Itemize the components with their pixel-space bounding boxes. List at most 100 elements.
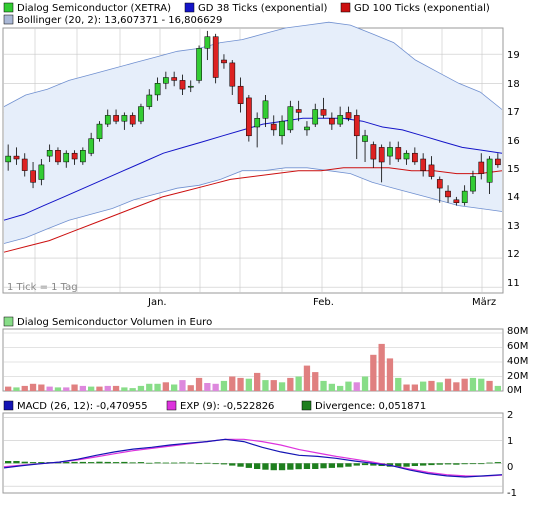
divergence-bar bbox=[461, 463, 468, 465]
divergence-bar bbox=[112, 462, 120, 464]
candle-body bbox=[154, 83, 161, 96]
volume-y-axis: 0M 20M 40M 60M 80M bbox=[507, 326, 528, 396]
volume-bar bbox=[270, 380, 277, 391]
candle-body bbox=[171, 77, 178, 81]
divergence-bar bbox=[237, 463, 244, 467]
candle-body bbox=[146, 94, 153, 107]
candle-body bbox=[30, 170, 36, 183]
candle-body bbox=[461, 190, 468, 203]
volume-bar bbox=[229, 376, 236, 391]
divergence-bar bbox=[328, 463, 335, 468]
volume-bar bbox=[262, 380, 269, 391]
legend-swatch-volume bbox=[3, 316, 14, 327]
volume-bar bbox=[295, 376, 302, 391]
volume-bar bbox=[154, 383, 161, 392]
divergence-bar bbox=[5, 461, 12, 464]
legend-swatch-gd100 bbox=[340, 2, 351, 13]
volume-bar bbox=[96, 386, 103, 391]
volume-bar bbox=[353, 382, 360, 391]
price-y-tick: 16 bbox=[507, 136, 520, 147]
candle-body bbox=[378, 147, 385, 163]
candle-body bbox=[121, 115, 128, 122]
divergence-bar bbox=[353, 463, 360, 466]
x-tick-jan: Jan. bbox=[147, 297, 167, 308]
volume-bar bbox=[137, 385, 145, 391]
macd-legend: MACD (26, 12): -0,470955 EXP (9): -0,522… bbox=[3, 400, 426, 412]
divergence-bar bbox=[121, 461, 128, 464]
volume-bar bbox=[436, 382, 443, 391]
divergence-bar bbox=[436, 463, 443, 465]
legend-swatch-bollinger bbox=[3, 14, 14, 25]
price-y-tick: 13 bbox=[507, 221, 520, 232]
volume-bar bbox=[378, 343, 385, 391]
vol-y-tick: 40M bbox=[507, 356, 528, 367]
legend-swatch-divergence bbox=[301, 400, 312, 411]
candle-body bbox=[478, 161, 485, 174]
divergence-bar bbox=[38, 462, 45, 464]
volume-bar bbox=[469, 377, 477, 391]
volume-bar bbox=[63, 387, 70, 391]
volume-bar bbox=[478, 378, 485, 391]
candle-body bbox=[212, 36, 219, 78]
candle-body bbox=[387, 147, 393, 157]
volume-bar bbox=[303, 365, 311, 391]
candle-body bbox=[304, 126, 310, 131]
macd-y-tick: 2 bbox=[507, 410, 513, 421]
volume-bar bbox=[420, 381, 427, 391]
volume-bar bbox=[112, 385, 120, 391]
candle-body bbox=[254, 118, 261, 128]
candle-body bbox=[104, 115, 111, 125]
price-legend: Dialog Semiconductor (XETRA) GD 38 Ticks… bbox=[3, 2, 490, 26]
candle-body bbox=[129, 115, 136, 125]
volume-bar bbox=[444, 378, 452, 391]
volume-bar bbox=[29, 383, 37, 392]
volume-bar bbox=[121, 387, 128, 391]
volume-bar bbox=[254, 372, 261, 391]
divergence-bar bbox=[486, 462, 493, 464]
candle-body bbox=[287, 106, 294, 131]
volume-bar bbox=[79, 385, 86, 391]
vol-y-tick: 20M bbox=[507, 371, 528, 382]
volume-bar bbox=[312, 372, 319, 391]
candle-body bbox=[46, 150, 53, 157]
legend-label-gd38: GD 38 Ticks (exponential) bbox=[198, 3, 327, 14]
legend-label-price: Dialog Semiconductor (XETRA) bbox=[17, 3, 171, 14]
divergence-bar bbox=[220, 463, 228, 465]
divergence-bar bbox=[146, 462, 153, 464]
volume-bar bbox=[38, 384, 45, 391]
divergence-bar bbox=[469, 463, 477, 465]
volume-bar bbox=[386, 358, 394, 391]
price-y-tick: 19 bbox=[507, 50, 520, 61]
candle-body bbox=[204, 36, 211, 49]
divergence-bar bbox=[395, 463, 402, 467]
legend-label-volume: Dialog Semiconductor Volumen in Euro bbox=[17, 317, 212, 328]
macd-y-axis: -1 0 1 2 bbox=[507, 410, 517, 499]
divergence-bar bbox=[229, 463, 236, 466]
divergence-bar bbox=[494, 462, 501, 464]
bollinger-lower-line bbox=[3, 167, 503, 244]
candle-body bbox=[420, 158, 427, 171]
candle-body bbox=[345, 112, 352, 119]
candle-body bbox=[196, 48, 202, 81]
macd-y-tick: -1 bbox=[507, 488, 517, 499]
divergence-bar bbox=[88, 462, 95, 464]
divergence-bar bbox=[444, 463, 452, 465]
divergence-bar bbox=[370, 463, 377, 466]
divergence-bar bbox=[270, 463, 277, 471]
volume-bar bbox=[337, 385, 344, 391]
price-y-axis: 11 12 13 14 15 16 17 18 19 bbox=[507, 50, 520, 289]
candle-body bbox=[13, 155, 20, 160]
candle-body bbox=[270, 123, 277, 131]
divergence-bar bbox=[104, 461, 111, 464]
price-plot-area bbox=[2, 27, 504, 294]
candle-body bbox=[38, 164, 45, 180]
volume-bar bbox=[162, 382, 169, 391]
divergence-bar bbox=[428, 463, 435, 466]
x-tick-mar: März bbox=[472, 297, 496, 308]
legend-swatch-exp bbox=[166, 400, 177, 411]
volume-bar bbox=[403, 384, 410, 391]
volume-bar bbox=[195, 377, 203, 391]
divergence-bar bbox=[361, 463, 369, 466]
gd100-line bbox=[3, 167, 503, 253]
